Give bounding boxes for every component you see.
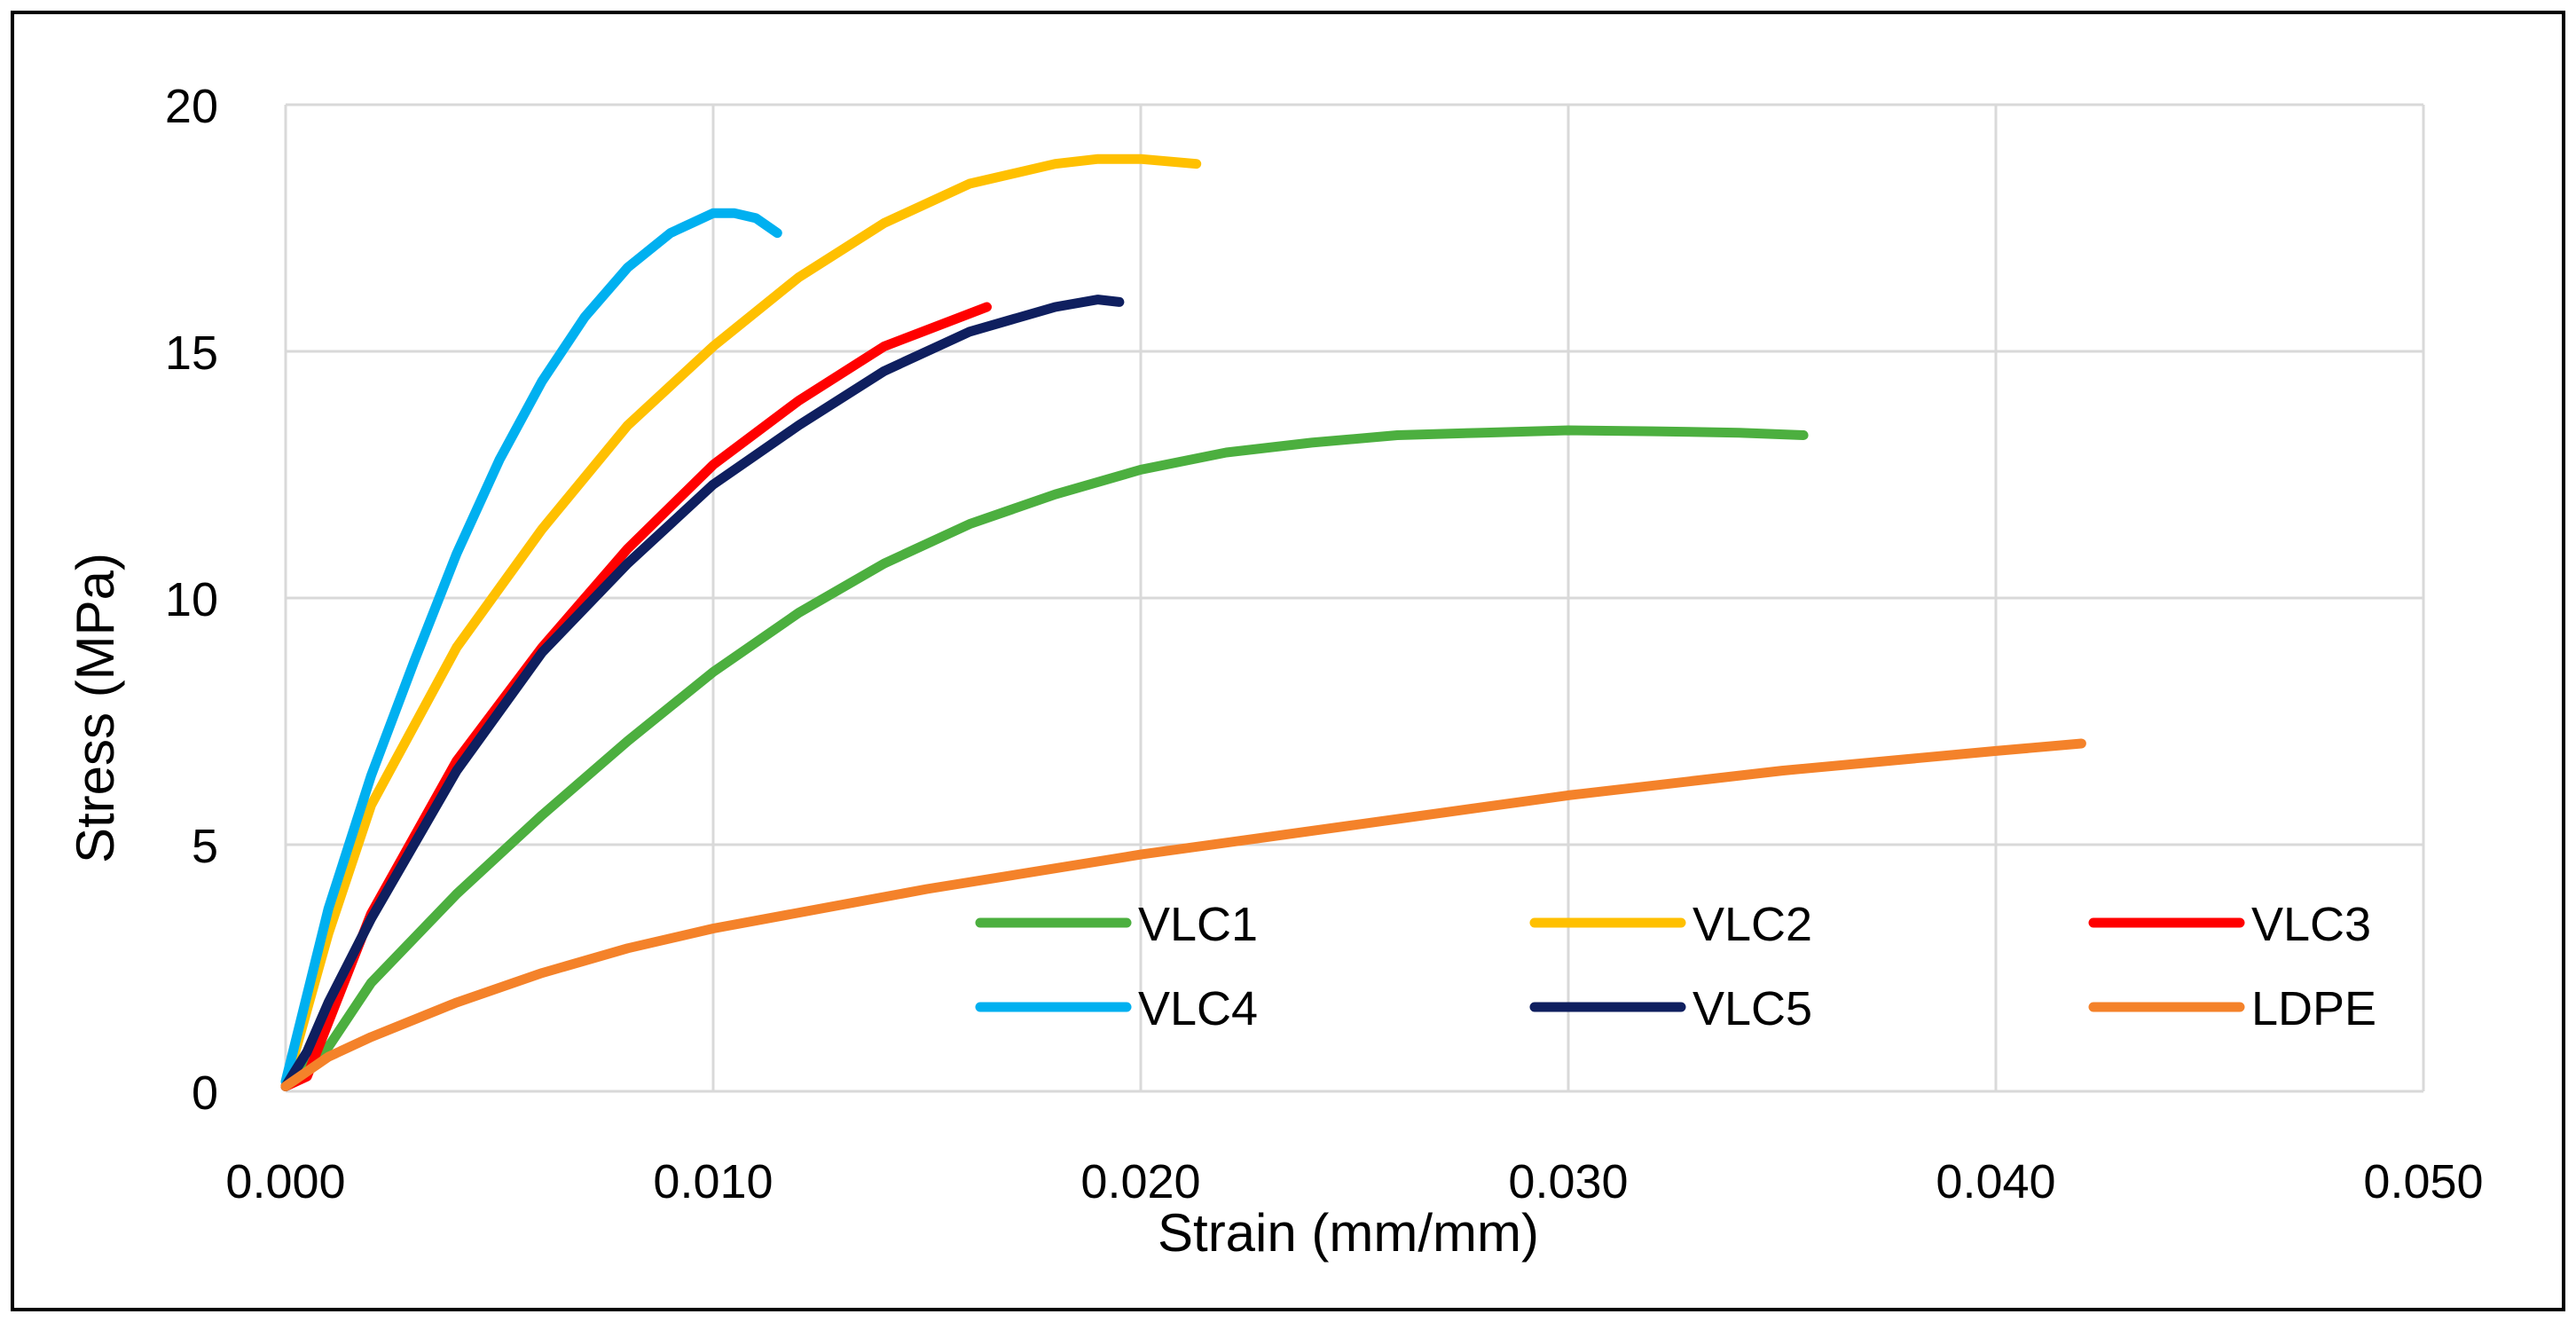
x-tick-label: 0.050 bbox=[2363, 1155, 2483, 1208]
x-tick-label: 0.040 bbox=[1936, 1155, 2055, 1208]
chart-border bbox=[11, 11, 2565, 1311]
series-line-vlc5 bbox=[280, 295, 1125, 1091]
legend: VLC1 VLC2 VLC3 VLC4 VLC5 LDPE bbox=[975, 898, 2376, 1035]
legend-label-vlc3: VLC3 bbox=[2251, 898, 2371, 951]
series-lines bbox=[280, 153, 2086, 1091]
series-line-vlc1 bbox=[280, 425, 1809, 1091]
gridlines bbox=[284, 103, 2425, 1093]
x-tick-label: 0.030 bbox=[1508, 1155, 1628, 1208]
legend-label-vlc4: VLC4 bbox=[1138, 982, 1258, 1035]
x-tick-label: 0.000 bbox=[225, 1155, 345, 1208]
x-axis-title: Strain (mm/mm) bbox=[1158, 1203, 1539, 1263]
legend-label-vlc1: VLC1 bbox=[1138, 898, 1258, 951]
y-tick-label: 20 bbox=[165, 80, 218, 133]
y-tick-label: 10 bbox=[165, 573, 218, 626]
series-line-vlc2 bbox=[280, 153, 1202, 1091]
y-tick-label: 0 bbox=[192, 1066, 218, 1120]
x-tick-label: 0.020 bbox=[1080, 1155, 1200, 1208]
y-axis-title: Stress (MPa) bbox=[66, 553, 125, 863]
x-tick-label: 0.010 bbox=[653, 1155, 773, 1208]
legend-label-vlc2: VLC2 bbox=[1692, 898, 1812, 951]
y-tick-label: 15 bbox=[165, 327, 218, 380]
legend-label-vlc5: VLC5 bbox=[1692, 982, 1812, 1035]
series-line-ldpe bbox=[280, 738, 2086, 1091]
x-tick-labels: 0.000 0.010 0.020 0.030 0.040 0.050 bbox=[225, 1155, 2483, 1208]
y-tick-labels: 0 5 10 15 20 bbox=[165, 80, 218, 1120]
y-tick-label: 5 bbox=[192, 820, 218, 873]
legend-label-ldpe: LDPE bbox=[2251, 982, 2376, 1035]
series-line-vlc4 bbox=[280, 208, 782, 1087]
